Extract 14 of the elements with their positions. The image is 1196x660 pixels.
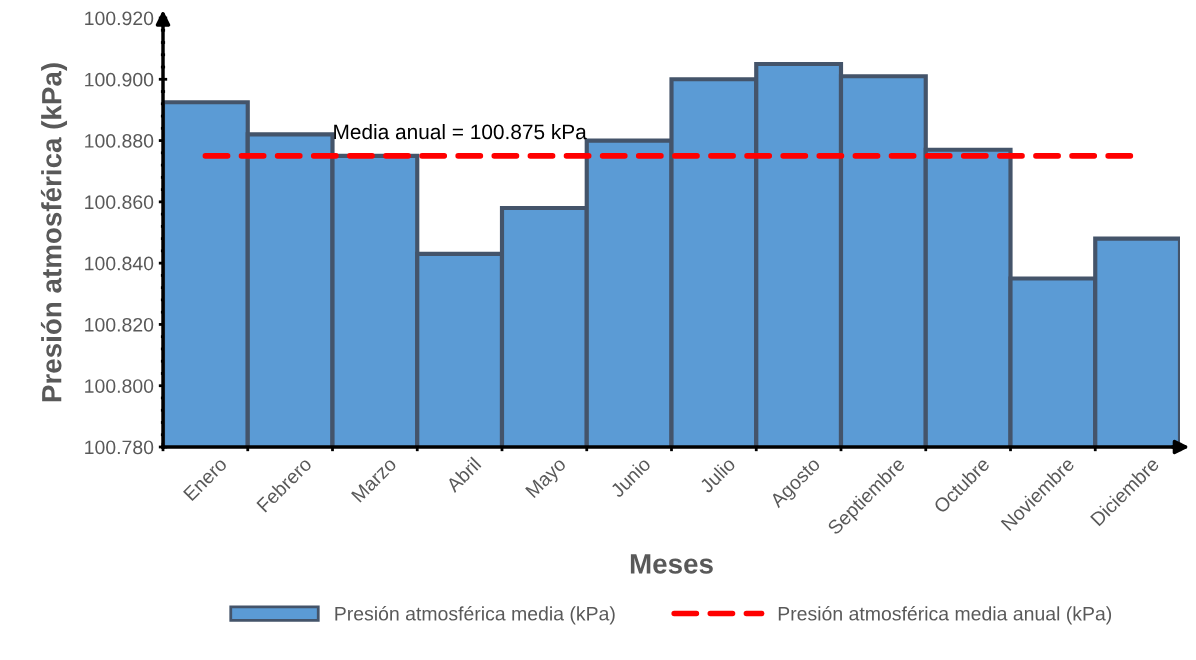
- legend-label: Presión atmosférica media (kPa): [335, 606, 615, 625]
- y-tick-label: 100.900: [85, 72, 154, 87]
- x-tick-label: Julio: [698, 456, 737, 494]
- y-tick-label: 100.920: [85, 11, 154, 26]
- y-tick-label: 100.780: [85, 440, 154, 455]
- annotation: Media anual = 100.875 kPa: [334, 123, 587, 140]
- x-axis-title: Meses: [630, 554, 713, 574]
- y-tick-label: 100.800: [85, 379, 154, 393]
- y-axis-title: Presión atmosférica (kPa): [40, 63, 68, 402]
- legend-label: Presión atmosférica media anual (kPa): [778, 606, 1112, 625]
- y-tick-label: 100.840: [85, 256, 154, 271]
- y-tick-label: 100.860: [85, 195, 154, 210]
- y-tick-label: 100.820: [85, 317, 154, 332]
- y-tick-label: 100.880: [85, 134, 154, 148]
